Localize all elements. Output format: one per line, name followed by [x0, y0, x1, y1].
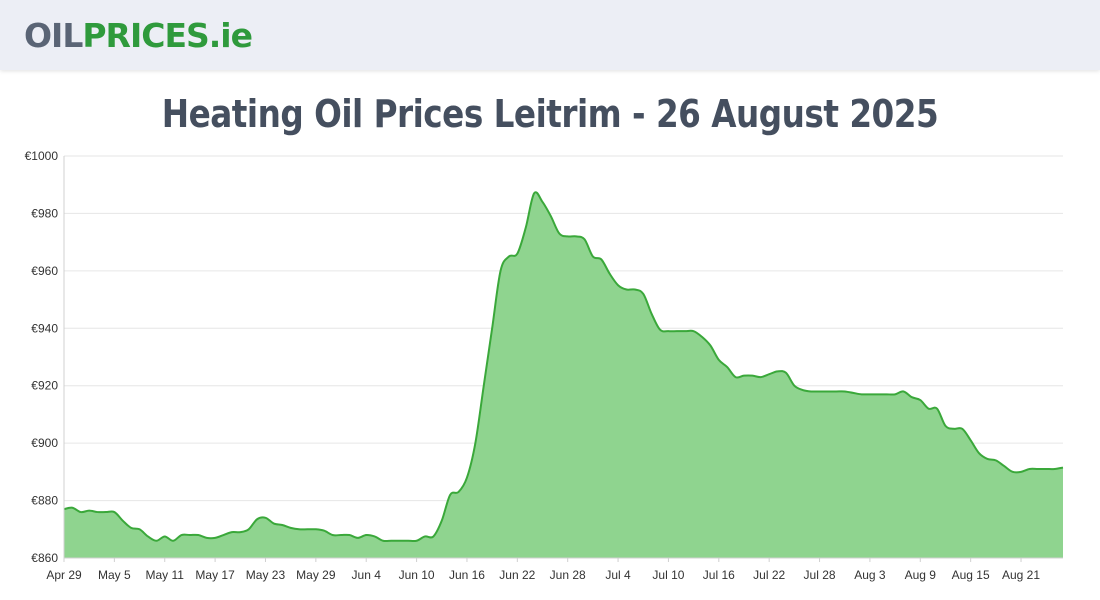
- x-tick-label: Jun 22: [499, 568, 535, 582]
- price-area-fill: [64, 192, 1063, 558]
- x-tick-label: Jun 16: [449, 568, 485, 582]
- x-axis-ticks: Apr 29 May 5 May 11 May 17 May 23 May 29 Jun 4…: [46, 558, 1040, 582]
- y-tick-label: €860: [31, 551, 58, 565]
- y-axis-ticks: €860 €880 €900 €920 €940 €960 €980 €1000: [25, 149, 59, 565]
- y-tick-label: €900: [31, 436, 58, 450]
- page-title: Heating Oil Prices Leitrim - 26 August 2…: [161, 92, 939, 136]
- y-tick-label: €980: [31, 206, 58, 220]
- x-tick-label: Aug 3: [854, 568, 886, 582]
- y-tick-label: €920: [31, 379, 58, 393]
- x-tick-label: Jul 22: [753, 568, 785, 582]
- x-tick-label: May 17: [195, 568, 235, 582]
- x-tick-label: May 11: [146, 568, 185, 582]
- x-tick-label: Aug 21: [1002, 568, 1040, 582]
- logo-text-oil: OIL: [24, 16, 83, 55]
- x-tick-label: Aug 15: [952, 568, 990, 582]
- site-logo[interactable]: OILPRICES.ie: [24, 14, 253, 58]
- x-tick-label: Jun 10: [399, 568, 435, 582]
- y-tick-label: €960: [31, 264, 58, 278]
- x-tick-label: Jul 10: [652, 568, 684, 582]
- x-tick-label: Jun 28: [550, 568, 586, 582]
- y-tick-label: €1000: [25, 149, 59, 163]
- x-tick-label: Jul 4: [605, 568, 631, 582]
- y-tick-label: €940: [31, 321, 58, 335]
- x-tick-label: May 29: [296, 568, 336, 582]
- y-tick-label: €880: [31, 494, 58, 508]
- price-line: [63, 191, 1064, 543]
- axes: [63, 156, 1063, 559]
- x-tick-label: May 23: [246, 568, 286, 582]
- site-header: OILPRICES.ie: [0, 0, 1100, 70]
- x-tick-label: May 5: [98, 568, 131, 582]
- logo-text-prices: PRICES.ie: [82, 16, 253, 55]
- x-tick-label: Jun 4: [352, 568, 382, 582]
- x-tick-label: Aug 9: [905, 568, 937, 582]
- x-tick-label: Jul 28: [804, 568, 836, 582]
- x-tick-label: Jul 16: [703, 568, 735, 582]
- x-tick-label: Apr 29: [46, 568, 82, 582]
